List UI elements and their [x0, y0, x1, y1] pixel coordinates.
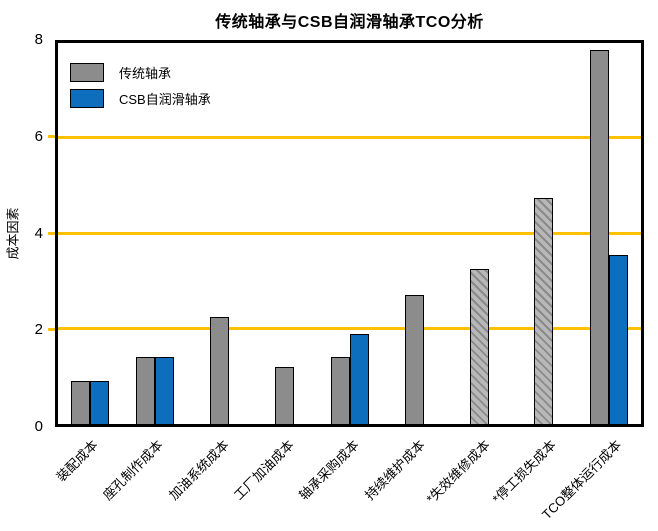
bar-group [511, 43, 576, 424]
x-tick-label: 加油系统成本 [165, 437, 232, 503]
bar-traditional [469, 269, 489, 424]
x-axis-labels: 装配成本 座孔制作成本 加油系统成本 工厂加油成本 轴承采购成本 持续维护成本 *失效维修成… [53, 429, 644, 529]
bar-csb [155, 357, 175, 424]
y-tick-label: 6 [34, 127, 43, 145]
bar-group [576, 43, 641, 424]
x-tick-label: *失效维修成本 [423, 437, 494, 507]
x-tick-label: 持续维护成本 [361, 437, 428, 503]
bar-traditional [534, 197, 554, 424]
bar-traditional [71, 381, 91, 424]
x-tick-label: 工厂加油成本 [231, 437, 297, 503]
y-tick-label: 8 [34, 31, 43, 48]
plot-area: 传统轴承 CSB自润滑轴承 [55, 40, 644, 427]
bar-group [58, 43, 123, 424]
legend-label-traditional: 传统轴承 [119, 66, 172, 81]
legend-swatch-csb [70, 89, 104, 108]
gridline [58, 326, 641, 330]
bar-traditional [136, 357, 156, 424]
bar-group [382, 43, 447, 424]
legend-item-csb: CSB自润滑轴承 [70, 89, 211, 108]
bar-traditional [404, 295, 424, 424]
legend-swatch-traditional [70, 63, 104, 82]
bar-group [317, 43, 382, 424]
bar-csb [608, 254, 628, 424]
bar-traditional [275, 366, 295, 424]
bar-group [252, 43, 317, 424]
legend: 传统轴承 CSB自润滑轴承 [70, 63, 211, 108]
bar-groups [58, 43, 641, 424]
bar-group [447, 43, 512, 424]
bar-csb [90, 381, 110, 424]
y-tick-mark [48, 231, 55, 235]
bar-group [188, 43, 253, 424]
y-tick-mark [48, 328, 55, 332]
y-tick-label: 2 [34, 321, 43, 339]
x-tick-label: 座孔制作成本 [100, 437, 166, 503]
bar-group [123, 43, 188, 424]
legend-label-csb: CSB自润滑轴承 [119, 92, 211, 107]
gridline [58, 231, 641, 235]
gridline [58, 136, 641, 140]
y-tick-mark [48, 134, 55, 138]
bar-traditional [330, 357, 350, 424]
y-axis-ticks: 0 2 4 6 8 [0, 31, 55, 435]
bar-traditional [210, 316, 230, 424]
chart-title: 传统轴承与CSB自润滑轴承TCO分析 [215, 14, 484, 31]
x-tick-label: 轴承采购成本 [296, 437, 363, 503]
legend-item-traditional: 传统轴承 [70, 63, 211, 82]
y-tick-label: 4 [34, 224, 43, 242]
bar-csb [349, 333, 369, 424]
bar-traditional [589, 50, 609, 424]
y-tick-label: 0 [34, 418, 43, 435]
x-tick-label: 装配成本 [53, 437, 101, 485]
